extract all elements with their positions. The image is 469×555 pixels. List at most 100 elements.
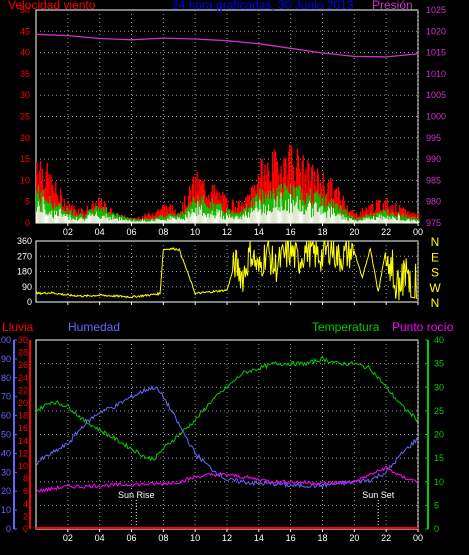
wind-low-bar	[301, 210, 303, 223]
wind-mean-bar	[224, 213, 226, 223]
wind-low-bar	[323, 212, 325, 223]
direction-compass-label: N	[431, 296, 440, 310]
wind-gust-bar	[52, 184, 54, 223]
wind-low-bar	[369, 218, 371, 223]
wind-low-bar	[155, 219, 157, 223]
wind-gust-bar	[78, 208, 80, 223]
wind-low-bar	[128, 219, 131, 223]
wind-mean-bar	[278, 184, 280, 223]
wind-low-bar	[376, 217, 379, 223]
wind-low-bar	[203, 212, 205, 223]
wind-low-bar	[276, 196, 279, 223]
wind-low-bar	[333, 208, 335, 223]
wind-low-bar	[165, 220, 168, 223]
direction-y-tick-label: 90	[22, 282, 32, 292]
wind-low-bar	[63, 214, 66, 223]
wind-mean-bar	[330, 204, 332, 223]
wind-gust-bar	[241, 202, 243, 223]
wind-low-bar	[61, 216, 64, 223]
wind-mean-bar	[311, 205, 313, 223]
wind-mean-bar	[102, 206, 105, 223]
wind-low-bar	[326, 217, 328, 223]
wind-low-bar	[265, 205, 267, 223]
wind-low-bar	[93, 216, 95, 223]
wind-low-bar	[260, 209, 262, 223]
wind-gust-bar	[338, 191, 341, 223]
wind-low-bar	[366, 217, 368, 223]
rain-y-tick-label: 4	[23, 499, 28, 509]
wind-gust-bar	[198, 178, 200, 223]
wind-low-bar	[111, 220, 113, 223]
wind-low-bar	[180, 219, 182, 223]
wind-low-bar	[205, 217, 208, 223]
wind-low-bar	[229, 217, 232, 223]
temperature-y-tick-label: 35	[434, 359, 444, 369]
wind-low-bar	[95, 214, 97, 223]
wind-low-bar	[197, 201, 199, 223]
wind-mean-bar	[111, 214, 113, 223]
wind-low-bar	[410, 221, 412, 223]
wind-gust-bar	[157, 208, 159, 223]
wind-low-bar	[374, 219, 376, 223]
wind-gust-bar	[194, 177, 196, 223]
wind-low-bar	[346, 217, 348, 223]
wind-mean-bar	[336, 203, 339, 223]
wind-low-bar	[219, 210, 221, 223]
wind-low-bar	[102, 215, 105, 223]
wind-low-bar	[213, 215, 216, 223]
wind-low-bar	[151, 219, 153, 223]
wind-low-bar	[385, 217, 387, 223]
wind-low-bar	[191, 208, 194, 223]
wind-low-bar	[337, 213, 340, 223]
wind-low-bar	[137, 221, 139, 223]
wind-y-tick-label: 45	[20, 26, 30, 36]
wind-low-bar	[290, 194, 292, 223]
wind-mean-bar	[202, 200, 204, 223]
wind-gust-bar	[264, 164, 266, 223]
wind-low-bar	[271, 211, 274, 223]
wind-low-bar	[82, 218, 85, 223]
wind-low-bar	[311, 217, 313, 223]
wind-mean-bar	[379, 212, 382, 223]
wind-low-bar	[299, 199, 301, 223]
wind-low-bar	[284, 209, 286, 223]
wind-low-bar	[62, 214, 65, 223]
wind-low-bar	[239, 219, 241, 223]
wind-mean-bar	[384, 211, 386, 223]
wind-low-bar	[121, 219, 124, 223]
wind-low-bar	[378, 214, 381, 223]
wind-low-bar	[115, 219, 117, 223]
wind-low-bar	[80, 217, 83, 223]
wind-low-bar	[36, 207, 39, 223]
temperature-y-tick-label: 10	[434, 477, 444, 487]
direction-line	[35, 239, 418, 301]
wind-low-bar	[98, 216, 100, 223]
wind-low-bar	[96, 211, 98, 223]
wind-mean-bar	[269, 191, 272, 223]
wind-mean-bar	[232, 212, 235, 223]
wind-low-bar	[321, 205, 323, 223]
direction-compass-label: E	[431, 250, 439, 264]
wind-low-bar	[344, 217, 346, 223]
wind-mean-bar	[272, 188, 275, 223]
wind-low-bar	[149, 221, 152, 223]
humidity-x-tick-label: 14	[254, 533, 264, 543]
wind-low-bar	[368, 217, 370, 223]
wind-low-bar	[50, 214, 52, 223]
wind-low-bar	[104, 218, 107, 223]
wind-low-bar	[89, 212, 91, 223]
wind-low-bar	[314, 202, 317, 223]
wind-low-bar	[235, 215, 237, 223]
wind-mean-bar	[113, 214, 115, 223]
wind-low-bar	[142, 221, 145, 223]
wind-low-bar	[60, 213, 63, 223]
humidity-y-tick-label: 100	[0, 335, 11, 345]
wind-mean-bar	[194, 202, 196, 223]
wind-low-bar	[262, 212, 264, 223]
wind-mean-bar	[344, 209, 346, 223]
wind-mean-bar	[354, 217, 356, 223]
wind-mean-bar	[132, 220, 134, 223]
wind-gust-bar	[257, 175, 259, 223]
wind-gust-bar	[47, 179, 49, 223]
wind-low-bar	[49, 211, 51, 223]
